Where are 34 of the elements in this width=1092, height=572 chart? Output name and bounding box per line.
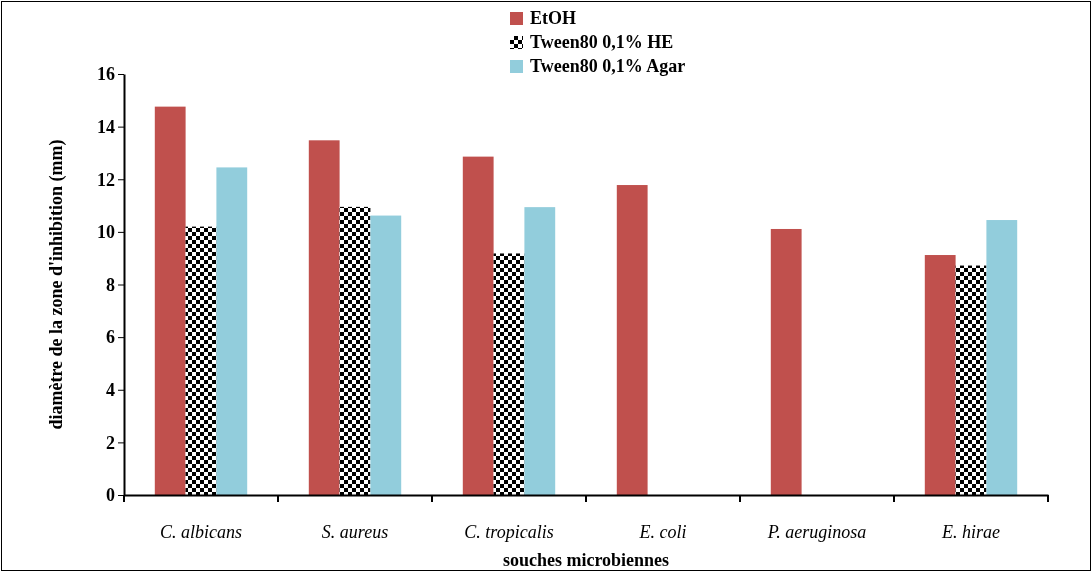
legend-label: Tween80 0,1% HE: [530, 32, 674, 52]
bar: [339, 206, 371, 495]
y-tick-label: 14: [97, 116, 115, 137]
bar: [955, 265, 987, 495]
y-tick-label: 4: [106, 380, 115, 401]
y-tick-label: 2: [106, 432, 115, 453]
legend-label: EtOH: [530, 8, 577, 28]
x-tick-label: P. aeruginosa: [766, 521, 867, 542]
bar: [924, 255, 956, 495]
bar: [493, 253, 525, 495]
bar: [216, 167, 248, 495]
bar: [154, 106, 186, 495]
y-tick-label: 8: [106, 274, 115, 295]
y-tick-label: 0: [106, 485, 115, 506]
legend-label: Tween80 0,1% Agar: [530, 56, 686, 76]
bar: [986, 220, 1018, 495]
bar: [770, 228, 802, 495]
bar: [185, 226, 217, 495]
x-tick-label: E. hirae: [941, 521, 1000, 542]
bar: [462, 156, 494, 495]
y-axis-title: diamètre de la zone d'inhibition (mm): [46, 139, 67, 430]
bar: [308, 140, 340, 495]
x-tick-label: C. tropicalis: [464, 521, 554, 542]
y-tick-label: 16: [97, 64, 115, 85]
bar: [616, 185, 648, 495]
bar: [370, 215, 402, 495]
y-tick-label: 10: [97, 222, 115, 243]
x-axis-title: souches microbiennes: [502, 550, 670, 570]
y-tick-label: 12: [97, 169, 115, 190]
x-tick-label: E. coli: [638, 521, 687, 542]
x-tick-label: C. albicans: [159, 521, 243, 542]
bar: [524, 207, 556, 495]
x-tick-label: S. aureus: [321, 521, 389, 542]
y-tick-label: 6: [106, 327, 115, 348]
